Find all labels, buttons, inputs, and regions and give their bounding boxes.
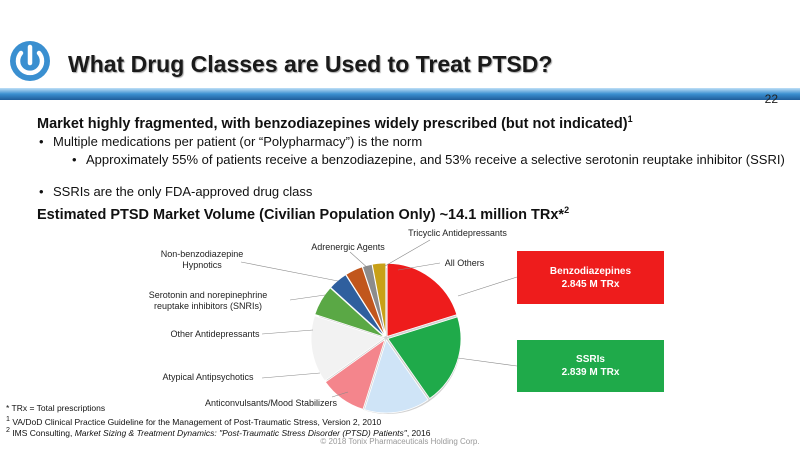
callout-ssris: SSRIs 2.839 M TRx <box>517 340 664 392</box>
page-title: What Drug Classes are Used to Treat PTSD… <box>68 51 553 77</box>
page-number: 22 <box>764 92 778 106</box>
label-line: Non-benzodiazepine <box>160 249 244 259</box>
power-icon <box>6 30 54 88</box>
bullet-item: • Multiple medications per patient (or “P… <box>39 134 423 150</box>
sub-bullet-item: • Approximately 55% of patients receive a… <box>72 152 786 168</box>
pie-slice-5 <box>314 287 385 338</box>
pie-slice-9 <box>371 262 387 337</box>
market-heading: Estimated PTSD Market Volume (Civilian P… <box>37 205 569 223</box>
leader-line <box>397 262 441 271</box>
bullet-text: Approximately 55% of patients receive a … <box>86 152 785 167</box>
callout-title: Benzodiazepines <box>549 265 632 277</box>
label-line: Hypnotics <box>182 260 222 270</box>
leader-line <box>457 276 518 297</box>
pie-slice-1 <box>387 316 462 400</box>
bullet-marker: • <box>39 134 44 149</box>
leader-line <box>261 372 321 379</box>
bullet-marker: • <box>39 184 44 199</box>
pie-slice-2 <box>363 339 429 414</box>
pie-slice-3 <box>324 338 386 410</box>
label-all-others: All Others <box>444 258 485 268</box>
footnote-text: IMS Consulting, <box>12 427 75 438</box>
copyright: © 2018 Tonix Pharmaceuticals Holding Cor… <box>320 437 480 446</box>
callout-value: 2.845 M TRx <box>561 278 620 290</box>
footnote-title: Market Sizing & Treatment Dynamics: "Pos… <box>74 427 407 438</box>
leader-line <box>261 329 314 335</box>
callout-benzodiazepines: Benzodiazepines 2.845 M TRx <box>517 251 664 304</box>
footnote-marker: 1 <box>6 415 10 423</box>
label-non-benzo: Non-benzodiazepine Hypnotics <box>147 249 257 271</box>
leader-line <box>349 251 371 271</box>
callout-value: 2.839 M TRx <box>561 367 620 378</box>
footnote-ref-2: 2 <box>564 205 570 215</box>
section-heading-text: Market highly fragmented, with benzodiaz… <box>37 115 628 132</box>
footnote-1: 1 VA/DoD Clinical Practice Guideline for… <box>6 414 381 427</box>
footnote-text: VA/DoD Clinical Practice Guideline for t… <box>12 416 382 427</box>
label-anticonvulsants: Anticonvulsants/Mood Stabilizers <box>204 398 338 408</box>
bullet-text: SSRIs are the only FDA-approved drug cla… <box>53 184 313 199</box>
market-heading-text: Estimated PTSD Market Volume (Civilian P… <box>37 206 565 223</box>
footnote-trx: * TRx = Total prescriptions <box>6 403 106 413</box>
footnote-marker: 2 <box>6 426 10 434</box>
label-atypical: Atypical Antipsychotics <box>162 372 254 382</box>
bullet-item: • SSRIs are the only FDA-approved drug cl… <box>39 184 313 200</box>
leader-line <box>457 357 518 367</box>
callout-title: SSRIs <box>576 354 605 365</box>
label-other-antidep: Other Antidepressants <box>170 329 260 339</box>
label-snri: Serotonin and norepinephrine reuptake in… <box>128 290 288 312</box>
label-tricyclic: Tricyclic Antidepressants <box>408 228 507 238</box>
leader-line <box>384 239 431 267</box>
leader-line <box>289 294 326 301</box>
footnote-year: , 2016 <box>406 427 431 438</box>
pie-slice-6 <box>330 274 386 337</box>
bullet-text: Multiple medications per patient (or “Po… <box>53 134 423 149</box>
label-line: Serotonin and norepinephrine <box>148 290 268 300</box>
leader-line <box>240 261 339 282</box>
header-bar <box>0 88 800 100</box>
pie-slice-4 <box>310 315 385 382</box>
footnote-2: 2 IMS Consulting, Market Sizing & Treatm… <box>6 425 430 438</box>
bullet-marker: • <box>72 152 77 167</box>
section-heading: Market highly fragmented, with benzodiaz… <box>37 114 633 132</box>
pie-slice-0 <box>386 262 458 337</box>
leader-line <box>331 391 349 398</box>
label-line: reuptake inhibitors (SNRIs) <box>153 301 263 311</box>
footnote-ref-1: 1 <box>627 114 633 124</box>
label-adrenergic: Adrenergic Agents <box>311 242 385 252</box>
